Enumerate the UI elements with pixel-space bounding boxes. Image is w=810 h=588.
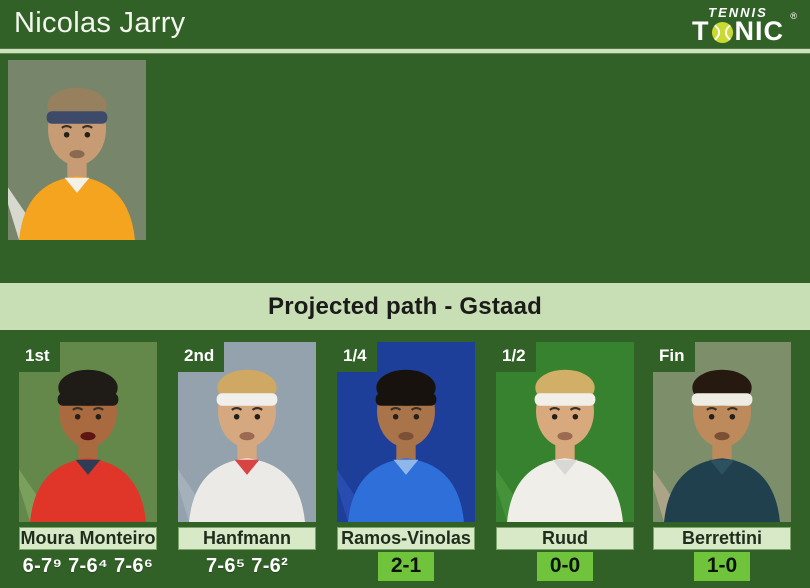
round-card-1st: 1st Moura Monteiro 6-7⁹ 7-6⁴ 7-6⁶	[19, 342, 157, 581]
round-badge: 1/2	[496, 342, 536, 372]
head-to-head-score: 2-1	[377, 551, 435, 581]
registered-trademark: ®	[790, 11, 798, 21]
opponent-name: Hanfmann	[178, 527, 316, 550]
opponent-photo: Fin	[653, 342, 791, 522]
opponent-photo: 1/2	[496, 342, 634, 522]
round-badge: 2nd	[178, 342, 225, 372]
tennis-ball-icon	[711, 21, 734, 44]
opponent-photo: 1st	[19, 342, 157, 522]
round-badge: 1/4	[337, 342, 377, 372]
logo-tonic-text: T NIC ®	[686, 11, 797, 46]
round-card-quarterfinal: 1/4 Ramos-Vinolas 2-1	[337, 342, 475, 581]
section-band: Projected path - Gstaad	[0, 283, 810, 330]
head-to-head-score: 1-0	[693, 551, 751, 581]
opponent-photo: 1/4	[337, 342, 475, 522]
match-score: 6-7⁹ 7-6⁴ 7-6⁶	[22, 554, 154, 577]
round-card-2nd: 2nd Hanfmann 7-6⁵ 7-6²	[178, 342, 316, 581]
tennis-tonic-logo: TENNIS T NIC ®	[686, 5, 797, 46]
opponent-name: Ramos-Vinolas	[337, 527, 475, 550]
logo-letter-t: T	[692, 16, 710, 46]
section-title: Projected path - Gstaad	[268, 292, 542, 320]
main-player-photo	[8, 60, 146, 240]
match-score: 7-6⁵ 7-6²	[205, 554, 289, 577]
round-badge: 1st	[19, 342, 60, 372]
round-card-final: Fin Berrettini 1-0	[653, 342, 791, 581]
opponent-photo: 2nd	[178, 342, 316, 522]
logo-tennis-text: TENNIS	[708, 5, 768, 20]
page-title: Nicolas Jarry	[14, 7, 186, 39]
opponent-name: Moura Monteiro	[19, 527, 157, 550]
opponent-name: Berrettini	[653, 527, 791, 550]
header-bar: Nicolas Jarry TENNIS T NIC ®	[0, 0, 810, 53]
head-to-head-score: 0-0	[536, 551, 594, 581]
logo-letters-nic: NIC	[734, 16, 784, 46]
header-divider	[0, 49, 810, 53]
round-card-semifinal: 1/2 Ruud 0-0	[496, 342, 634, 581]
opponent-name: Ruud	[496, 527, 634, 550]
round-badge: Fin	[653, 342, 695, 372]
